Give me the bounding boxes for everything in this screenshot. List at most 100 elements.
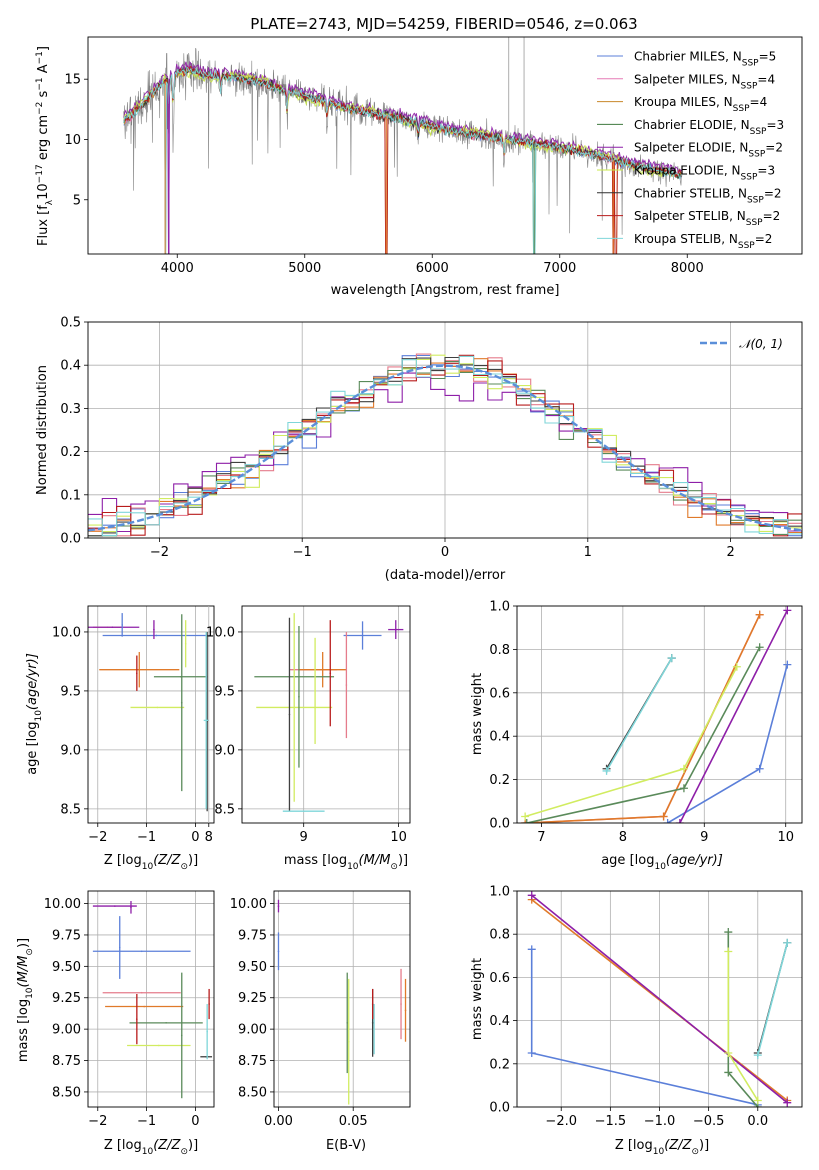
legend-label: 𝒩(0, 1) [739, 337, 783, 351]
y-axis-label-part: ⊙ [25, 948, 35, 956]
y-tick-label: 9.0 [214, 743, 235, 758]
x-tick-label: −2.0 [545, 1114, 577, 1129]
legend-label-part: Salpeter ELODIE, N [634, 141, 748, 155]
legend-label: Kroupa MILES, NSSP=4 [634, 95, 767, 114]
mass-weight-marker [732, 662, 741, 671]
y-axis-label-part: −1 [35, 77, 45, 90]
x-axis-label: mass [log10(M/M⊙)] [284, 853, 408, 872]
legend-label-part: SSP [741, 173, 758, 183]
axes-frame [516, 605, 803, 824]
x-axis-label-part: )] [699, 1138, 709, 1153]
x-axis-label-part: mass [log [284, 853, 347, 868]
y-tick-label: 0.4 [60, 359, 81, 374]
mass-weight-marker [527, 1049, 536, 1057]
x-tick-label: 0 [191, 830, 199, 845]
errorbar-point [394, 628, 397, 631]
mass-weight-marker [602, 766, 611, 775]
y-axis-label: Normed distribution [35, 365, 50, 495]
errorbar-point [404, 1009, 407, 1012]
y-tick-label: 0.0 [489, 817, 510, 832]
residual-histogram-4 [88, 372, 802, 533]
mass-weight-marker [783, 1098, 792, 1107]
y-tick-label: 0.2 [489, 1057, 510, 1072]
errorbar-point [288, 713, 291, 716]
legend-label-part: Salpeter MILES, N [634, 72, 741, 86]
y-axis-label-part: −1 [35, 51, 45, 64]
x-axis-label-part: )] [188, 1138, 198, 1153]
legend-label-part: Kroupa STELIB, N [634, 232, 738, 246]
y-tick-label: 9.75 [238, 928, 267, 943]
y-axis-label-part: s [36, 90, 51, 101]
mass-vs-metallicity-panel: −2 −1 0 8.50 8.75 9.00 9.25 9.50 9.75 10.00 Z [log… [16, 890, 215, 1157]
x-axis-label: Z [log10(Z/Z⊙)] [104, 853, 198, 872]
x-axis-label-part: 10 [653, 1147, 665, 1157]
plot-area [88, 613, 211, 812]
x-axis-label-part: )] [398, 853, 408, 868]
x-tick-label: −1 [137, 1114, 156, 1129]
errorbar-point [140, 950, 143, 953]
y-tick-label: 0.2 [60, 445, 81, 460]
errorbar-point [118, 946, 121, 949]
y-tick-label: 9.5 [214, 684, 235, 699]
legend-label-part: =2 [763, 209, 781, 223]
x-axis-label-part: 10 [654, 862, 666, 872]
residual-histogram-3 [88, 361, 802, 537]
legend-label-part: SSP [733, 104, 750, 114]
errorbar-point [208, 1003, 210, 1005]
y-axis-label-part: λ [45, 199, 55, 205]
x-tick-label: 8000 [671, 261, 704, 276]
spectrum-model-4 [123, 60, 682, 254]
legend-label-part: SSP [748, 150, 765, 160]
mass-weight-marker [521, 812, 530, 821]
y-tick-label: 8.50 [238, 1085, 267, 1100]
mass-weight-marker [527, 891, 536, 900]
x-axis-label-part: 10 [142, 862, 154, 872]
errorbar-point [111, 626, 114, 629]
errorbar-point [346, 1022, 349, 1024]
legend-label: Salpeter ELODIE, NSSP=2 [634, 141, 783, 160]
legend-label: Salpeter MILES, NSSP=4 [634, 72, 775, 91]
legend-label-part: =2 [764, 186, 782, 200]
errorbar-point [329, 672, 332, 675]
legend-label: Chabrier ELODIE, NSSP=3 [634, 118, 784, 137]
plot-area [92, 901, 213, 1099]
plot-area [254, 613, 404, 813]
x-axis-label: age [log10(age/yr)] [601, 853, 723, 872]
mass-weight-marker [783, 606, 792, 615]
x-tick-label: −1.5 [595, 1114, 627, 1129]
errorbar-point [158, 1044, 160, 1047]
x-tick-label: 10 [777, 830, 794, 845]
errorbar-point [155, 634, 158, 637]
x-tick-label: 9 [700, 830, 708, 845]
legend-label-part: SSP [746, 218, 763, 228]
x-tick-label: −1.0 [644, 1114, 676, 1129]
y-axis-label-part: mass [log [16, 999, 31, 1062]
y-axis-label: mass weight [470, 958, 485, 1040]
plot-area [123, 37, 683, 254]
errorbar-point [298, 696, 300, 698]
x-tick-label: 0 [441, 545, 449, 560]
y-tick-label: 8.5 [60, 802, 81, 817]
legend-label: Kroupa STELIB, NSSP=2 [634, 232, 772, 251]
y-axis-label-part: )] [16, 938, 31, 948]
normal-curve [88, 364, 802, 532]
x-tick-label: 5000 [288, 261, 321, 276]
y-tick-label: 9.00 [52, 1023, 81, 1038]
x-axis-label-part: ⊙ [390, 862, 398, 872]
mass-weight-marker [675, 819, 684, 823]
residuals-panel: −2 −1 0 1 2 0.0 0.1 0.2 0.3 0.4 0.5 (data-model)/er… [35, 316, 803, 583]
errorbar-point [130, 906, 132, 909]
mass-weight-marker [753, 1096, 762, 1105]
mass-weight-marker [755, 610, 764, 619]
errorbar-point [114, 905, 116, 907]
legend-label: Kroupa ELODIE, NSSP=3 [634, 164, 775, 183]
legend-label-part: Chabrier MILES, N [634, 50, 742, 64]
y-tick-label: 0.6 [489, 971, 510, 986]
x-tick-label: 6000 [416, 261, 449, 276]
x-axis-label-part: ⊙ [180, 862, 188, 872]
errorbar-point [165, 1022, 167, 1024]
errorbar-point [314, 690, 316, 692]
errorbar-point [143, 1005, 145, 1008]
plot-area [277, 899, 407, 1105]
x-tick-label: −1 [137, 830, 156, 845]
